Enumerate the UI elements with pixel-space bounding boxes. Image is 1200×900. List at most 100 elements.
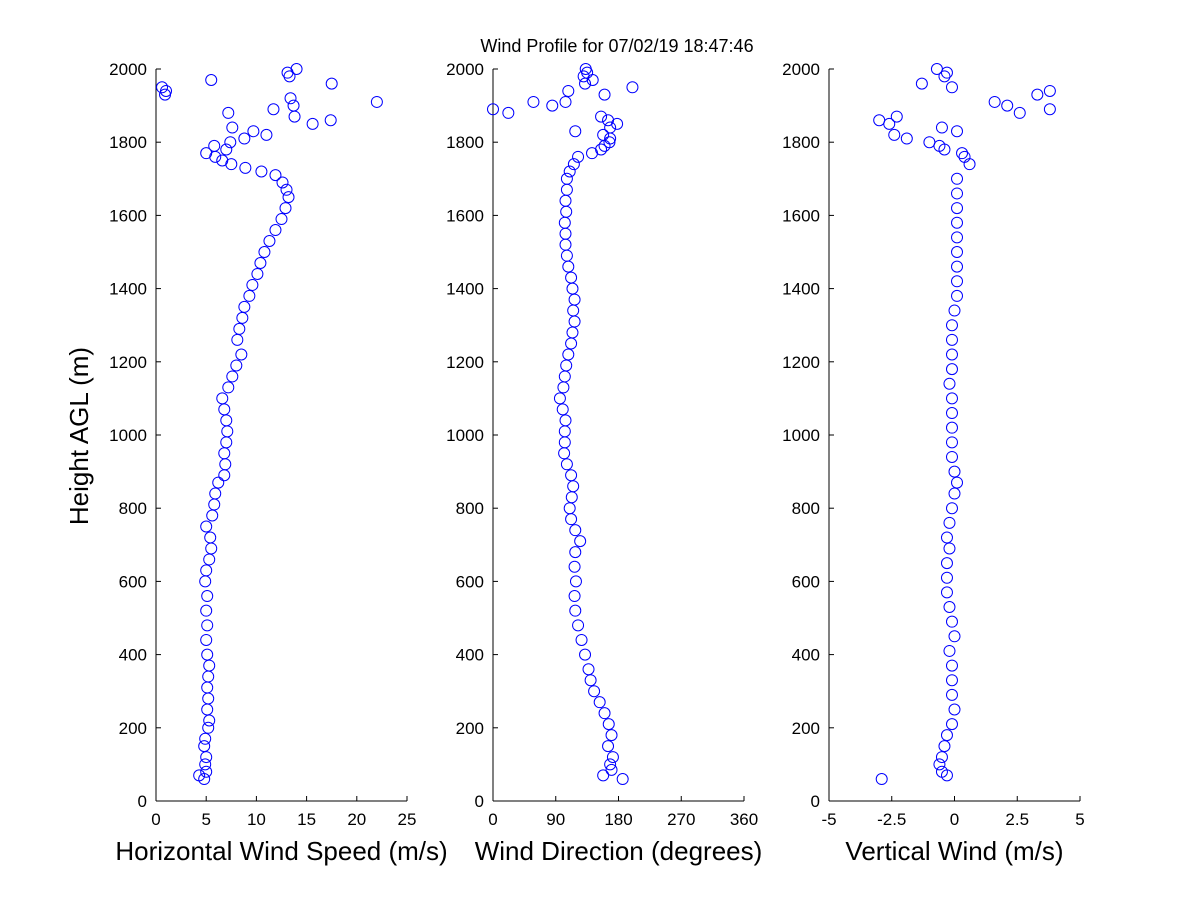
y-tick-label: 1400	[782, 280, 820, 299]
data-point	[230, 359, 243, 372]
data-point	[502, 106, 515, 119]
data-point	[945, 81, 958, 94]
data-point	[604, 758, 617, 771]
data-point	[243, 289, 256, 302]
data-point	[282, 191, 295, 204]
data-point	[945, 319, 958, 332]
data-point	[605, 763, 618, 776]
data-point	[568, 560, 581, 573]
data-point	[945, 674, 958, 687]
data-point	[212, 476, 225, 489]
x-tick-label: 2.5	[1005, 810, 1029, 829]
data-point	[940, 729, 953, 742]
data-point	[945, 392, 958, 405]
data-point	[588, 685, 601, 698]
data-point	[1043, 103, 1056, 116]
y-tick-label: 1200	[109, 353, 147, 372]
data-point	[873, 114, 886, 127]
data-point	[890, 110, 903, 123]
data-point	[940, 531, 953, 544]
y-tick-label: 1000	[109, 426, 147, 445]
figure-title: Wind Profile for 07/02/19 18:47:46	[480, 36, 753, 56]
data-point	[569, 546, 582, 559]
data-point	[238, 132, 251, 145]
data-point	[579, 648, 592, 661]
panel-horizontal-wind-speed: 0 200 400 600 800 1000 1200 1400 1600 1800 2000 0 5 1…	[109, 60, 448, 866]
data-point	[900, 132, 913, 145]
y-tick-label: 1600	[782, 206, 820, 225]
data-point	[597, 769, 610, 782]
data-point	[247, 125, 260, 138]
data-point	[208, 139, 221, 152]
data-point	[202, 721, 215, 734]
data-point	[201, 648, 214, 661]
y-tick-label: 1400	[446, 280, 484, 299]
data-point	[943, 377, 956, 390]
data-point	[951, 476, 964, 489]
data-point	[220, 143, 233, 156]
data-point	[626, 81, 639, 94]
data-point	[565, 469, 578, 482]
data-point	[258, 246, 271, 258]
data-point	[324, 114, 337, 127]
y-tick-label: 800	[456, 499, 484, 518]
y-tick-label: 1600	[109, 206, 147, 225]
data-point	[276, 176, 289, 189]
y-tick-label: 2000	[782, 60, 820, 79]
data-point	[559, 414, 572, 427]
data-point	[938, 70, 951, 83]
data-point	[943, 516, 956, 529]
data-point	[200, 520, 213, 533]
x-tick-label: 90	[546, 810, 565, 829]
y-tick-label: 800	[119, 499, 147, 518]
data-point	[604, 121, 617, 134]
data-point	[945, 450, 958, 463]
data-point	[201, 619, 214, 632]
data-point	[562, 348, 575, 361]
data-point	[598, 88, 611, 101]
data-point	[209, 487, 222, 500]
data-point	[935, 121, 948, 134]
data-point	[923, 136, 936, 149]
data-point	[569, 125, 582, 138]
x-tick-label: -2.5	[877, 810, 906, 829]
data-point	[945, 659, 958, 672]
y-tick-label: 1400	[109, 280, 147, 299]
data-point	[568, 590, 581, 603]
data-point	[945, 436, 958, 449]
data-point	[325, 77, 338, 90]
x-tick-label: 5	[1075, 810, 1084, 829]
data-point	[562, 84, 575, 97]
data-point	[198, 740, 211, 753]
x-tick-label: 0	[950, 810, 959, 829]
data-point	[951, 202, 964, 215]
data-point	[948, 487, 961, 500]
data-point	[951, 216, 964, 229]
y-tick-label: 400	[792, 646, 820, 665]
data-point	[255, 165, 268, 178]
data-point	[575, 633, 588, 646]
y-tick-label: 1800	[109, 133, 147, 152]
data-point	[370, 95, 383, 108]
data-point	[275, 213, 288, 226]
x-tick-label: -5	[821, 810, 836, 829]
data-point	[933, 758, 946, 771]
y-tick-label: 1200	[782, 353, 820, 372]
y-tick-label: 1800	[446, 133, 484, 152]
data-point	[527, 95, 540, 108]
data-point	[940, 586, 953, 599]
data-point	[603, 136, 616, 149]
y-tick-label: 1200	[446, 353, 484, 372]
panel-vertical-wind: 0 200 400 600 800 1000 1200 1400 1600 1800 2000 -5 -…	[782, 60, 1085, 866]
data-point	[1043, 84, 1056, 97]
x-tick-label: 25	[398, 810, 417, 829]
data-point	[593, 696, 606, 709]
y-tick-label: 2000	[446, 60, 484, 79]
data-point	[602, 114, 615, 127]
y-tick-label: 400	[456, 646, 484, 665]
data-point	[945, 363, 958, 376]
x-tick-label: 15	[297, 810, 316, 829]
data-point	[201, 590, 214, 603]
data-point	[205, 73, 218, 86]
data-point	[602, 740, 615, 753]
